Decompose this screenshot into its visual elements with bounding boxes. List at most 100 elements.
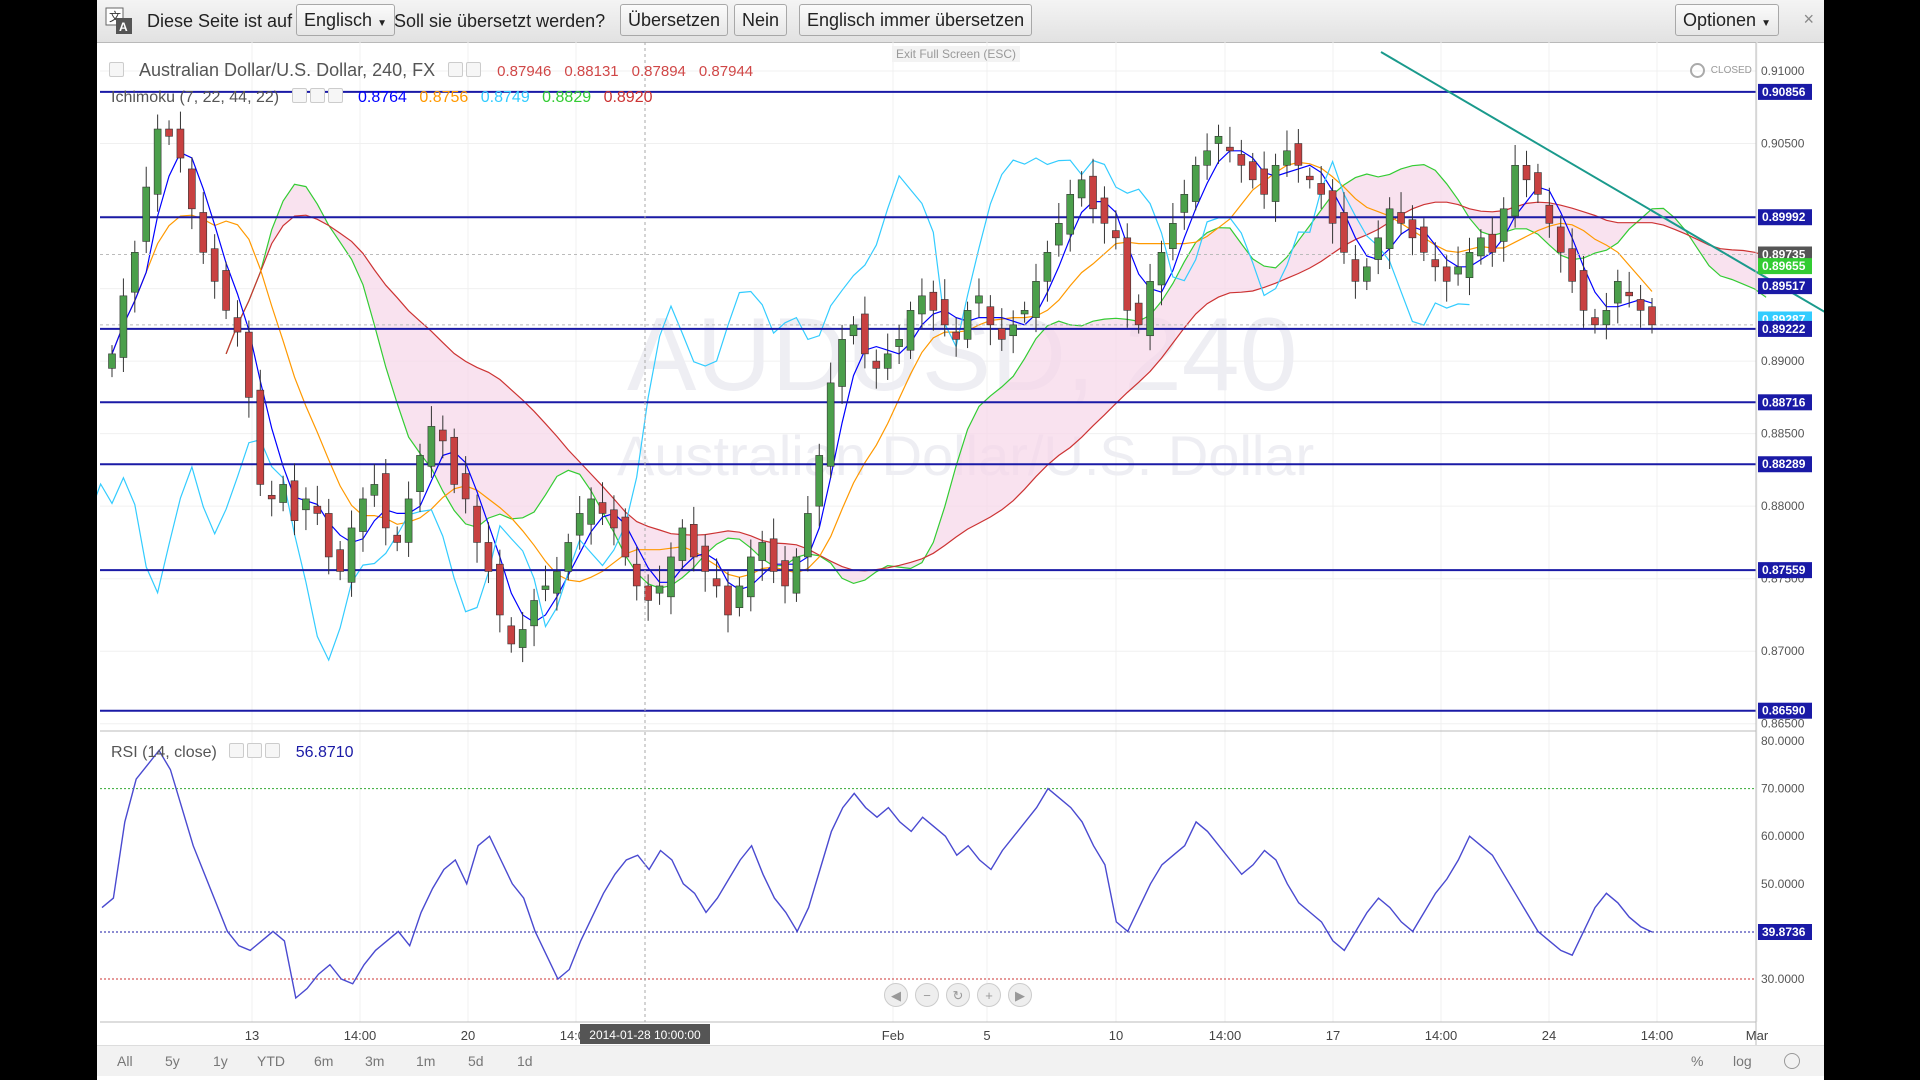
candle-body: [1100, 197, 1109, 224]
price-tick-label: 0.90500: [1761, 137, 1805, 151]
candle-body: [188, 168, 196, 210]
scroll-left-icon[interactable]: ◀: [884, 983, 908, 1007]
candle-body: [1648, 306, 1656, 326]
no-button[interactable]: Nein: [734, 4, 788, 36]
svg-text:A: A: [119, 20, 128, 34]
translate-bar: 文 A Diese Seite ist auf Englisch ▼ Soll …: [97, 0, 1824, 43]
zoom-out-icon[interactable]: −: [915, 983, 939, 1007]
candle-body: [1248, 161, 1257, 181]
time-tick-label: 14:00: [1209, 1028, 1242, 1043]
time-tick-label: Mar: [1746, 1028, 1769, 1043]
range-all[interactable]: All: [117, 1053, 133, 1069]
candle-body: [1363, 266, 1371, 282]
candle-body: [359, 498, 367, 532]
candle-body: [1579, 270, 1588, 311]
ichimoku-cloud: [226, 164, 1767, 589]
candle-body: [940, 299, 949, 326]
ichimoku-controls-icon[interactable]: [291, 88, 346, 108]
candle-body: [1477, 237, 1485, 257]
candle-body: [1465, 252, 1474, 279]
candle-body: [826, 382, 835, 467]
candle-body: [1283, 150, 1291, 166]
always-translate-button[interactable]: Englisch immer übersetzen: [799, 4, 1033, 36]
candle-body: [507, 625, 516, 645]
ohlc-low: 0.87894: [631, 63, 686, 80]
reset-icon[interactable]: ↻: [946, 983, 970, 1007]
candle-body: [553, 571, 561, 594]
range-5y[interactable]: 5y: [165, 1053, 180, 1069]
price-tag: [1758, 562, 1812, 579]
candle-body: [404, 498, 413, 543]
candle-body: [1066, 194, 1075, 235]
candle-body: [758, 542, 767, 561]
ichimoku-value-kijun: 0.8756: [419, 89, 469, 107]
price-axis: 0.910000.905000.900000.895000.890000.885…: [1758, 64, 1812, 731]
range-5d[interactable]: 5d: [468, 1053, 484, 1069]
candle-body: [381, 473, 390, 529]
candle-body: [1636, 299, 1645, 311]
candle-body: [1089, 175, 1097, 210]
candle-body: [701, 545, 709, 572]
price-tag-label: 0.89517: [1762, 279, 1806, 293]
log-toggle[interactable]: log: [1733, 1053, 1752, 1069]
candle-body: [1112, 230, 1120, 239]
candle-body: [302, 498, 310, 511]
rsi-legend[interactable]: RSI (14, close) 56.8710: [111, 743, 362, 763]
range-6m[interactable]: 6m: [314, 1053, 334, 1069]
time-tick-label: 13: [245, 1028, 259, 1043]
candle-body: [997, 328, 1006, 340]
candle-body: [1294, 143, 1303, 166]
translate-prefix: Diese Seite ist auf: [147, 11, 293, 31]
exit-fullscreen-button[interactable]: Exit Full Screen (ESC): [892, 46, 1021, 62]
candle-body: [1271, 164, 1280, 202]
range-1m[interactable]: 1m: [416, 1053, 436, 1069]
symbol-settings-icon[interactable]: [109, 61, 127, 82]
candle-body: [222, 270, 230, 311]
zoom-in-icon[interactable]: +: [977, 983, 1001, 1007]
symbol-visibility-icon[interactable]: [448, 61, 484, 82]
candle-body: [119, 295, 128, 358]
options-button[interactable]: Optionen ▼: [1675, 4, 1779, 36]
candle-body: [1568, 248, 1576, 282]
range-ytd[interactable]: YTD: [257, 1053, 285, 1069]
candle-body: [393, 534, 401, 543]
candle-body: [165, 128, 173, 137]
ichimoku-label: Ichimoku (7, 22, 44, 22): [111, 89, 280, 107]
price-tag: [1758, 702, 1812, 719]
candle-body: [895, 339, 903, 347]
clock-icon[interactable]: [1784, 1053, 1800, 1069]
price-tick-label: 0.88500: [1761, 427, 1805, 441]
candle-body: [530, 600, 538, 627]
translate-question: Soll sie übersetzt werden?: [394, 11, 606, 31]
ichimoku-legend[interactable]: Ichimoku (7, 22, 44, 22) 0.8764 0.8756 0…: [111, 88, 661, 108]
time-tick-label: Feb: [882, 1028, 904, 1043]
candle-body: [473, 505, 481, 543]
candle-body: [245, 331, 253, 398]
price-tag: [1758, 394, 1812, 411]
translate-button[interactable]: Übersetzen: [620, 4, 729, 36]
chart-canvas[interactable]: AUDUSD, 240 Australian Dollar/U.S. Dolla…: [97, 0, 1824, 1045]
rsi-controls-icon[interactable]: [229, 743, 283, 763]
scroll-right-icon[interactable]: ▶: [1008, 983, 1032, 1007]
rsi-label: RSI (14, close): [111, 744, 217, 762]
candle-body: [347, 527, 356, 583]
candle-body: [587, 498, 595, 525]
candle-body: [1397, 212, 1405, 224]
ichimoku-span-a-line: [225, 163, 1767, 589]
range-1y[interactable]: 1y: [213, 1053, 228, 1069]
candle-body: [336, 549, 344, 572]
range-1d[interactable]: 1d: [517, 1053, 533, 1069]
candle-body: [484, 542, 493, 572]
range-3m[interactable]: 3m: [365, 1053, 385, 1069]
percent-toggle[interactable]: %: [1691, 1053, 1704, 1069]
candle-body: [1043, 252, 1052, 282]
time-tick-label: 24: [1542, 1028, 1556, 1043]
candle-body: [1385, 208, 1394, 250]
candle-body: [1169, 223, 1177, 250]
language-select[interactable]: Englisch ▼: [296, 4, 395, 36]
range-bar: All 5y 1y YTD 6m 3m 1m 5d 1d % log: [97, 1045, 1824, 1076]
close-icon[interactable]: ×: [1803, 9, 1814, 29]
candle-body: [290, 480, 299, 521]
candle-body: [1305, 175, 1314, 181]
ichimoku-kijun-line: [111, 161, 1653, 583]
